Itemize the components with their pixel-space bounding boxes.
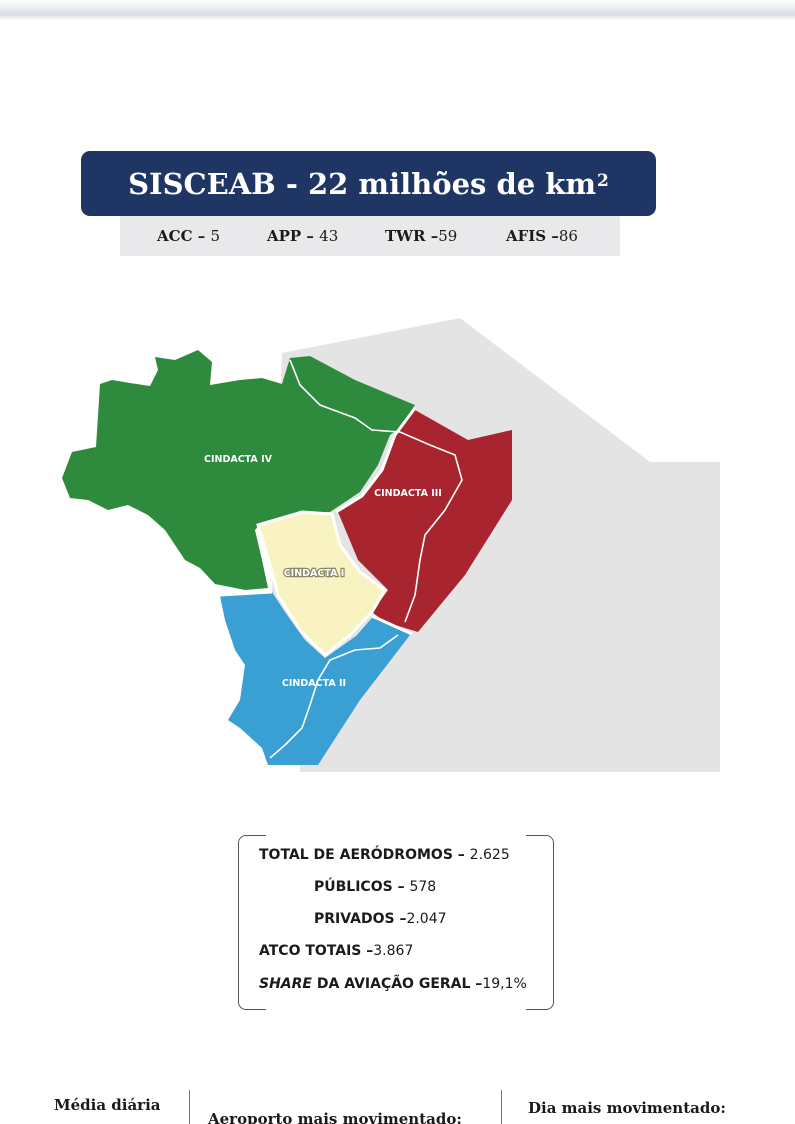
title-superscript: 2 xyxy=(597,170,609,191)
stat-acc: ACC – 5 xyxy=(157,227,221,245)
stats-strip: ACC – 5 APP – 43 TWR –59 AFIS –86 xyxy=(120,216,620,256)
region-cindacta-i xyxy=(258,512,385,655)
stat-afis: AFIS –86 xyxy=(506,227,578,245)
footer-dia-mais-movimentado: Dia mais movimentado: xyxy=(528,1099,726,1117)
summary-atco-totais: ATCO TOTAIS –3.867 xyxy=(259,943,414,959)
region-cindacta-ii xyxy=(220,592,410,765)
region-cindacta-iii xyxy=(338,410,512,632)
region-border-south xyxy=(219,590,413,636)
summary-publicos: PÚBLICOS – 578 xyxy=(314,879,437,895)
title-banner: SISCEAB - 22 milhões de km 2 xyxy=(81,151,656,216)
label-cindacta-ii: CINDACTA II xyxy=(282,678,346,689)
summary-total-aerodromos: TOTAL DE AERÓDROMOS – 2.625 xyxy=(259,847,510,863)
region-cindacta-iv xyxy=(62,350,415,590)
river-line-north xyxy=(289,359,463,623)
footer-aeroporto-mais-movimentado: Aeroporto mais movimentado: xyxy=(208,1110,462,1124)
title-text: SISCEAB - 22 milhões de km xyxy=(128,166,597,201)
label-cindacta-iii: CINDACTA III xyxy=(374,488,442,499)
footer-divider-1 xyxy=(189,1090,190,1124)
bracket-right xyxy=(526,835,554,1010)
river-line-south xyxy=(269,634,399,759)
top-bar xyxy=(0,0,795,20)
stat-app: APP – 43 xyxy=(267,227,339,245)
label-cindacta-iv: CINDACTA IV xyxy=(204,454,273,465)
footer-media-diaria: Média diária xyxy=(54,1096,161,1114)
label-cindacta-i: CINDACTA I xyxy=(284,568,345,579)
region-border-east xyxy=(335,407,417,514)
summary-box: TOTAL DE AERÓDROMOS – 2.625 PÚBLICOS – 5… xyxy=(238,835,554,1010)
stat-twr: TWR –59 xyxy=(385,227,458,245)
region-border xyxy=(256,510,387,658)
summary-share-aviacao-geral: SHARE DA AVIAÇÃO GERAL –19,1% xyxy=(259,976,527,992)
footer-divider-2 xyxy=(501,1090,502,1124)
bracket-left xyxy=(238,835,266,1010)
summary-privados: PRIVADOS –2.047 xyxy=(314,911,447,927)
cindacta-map: CINDACTA IV CINDACTA III CINDACTA I CIND… xyxy=(62,318,720,772)
